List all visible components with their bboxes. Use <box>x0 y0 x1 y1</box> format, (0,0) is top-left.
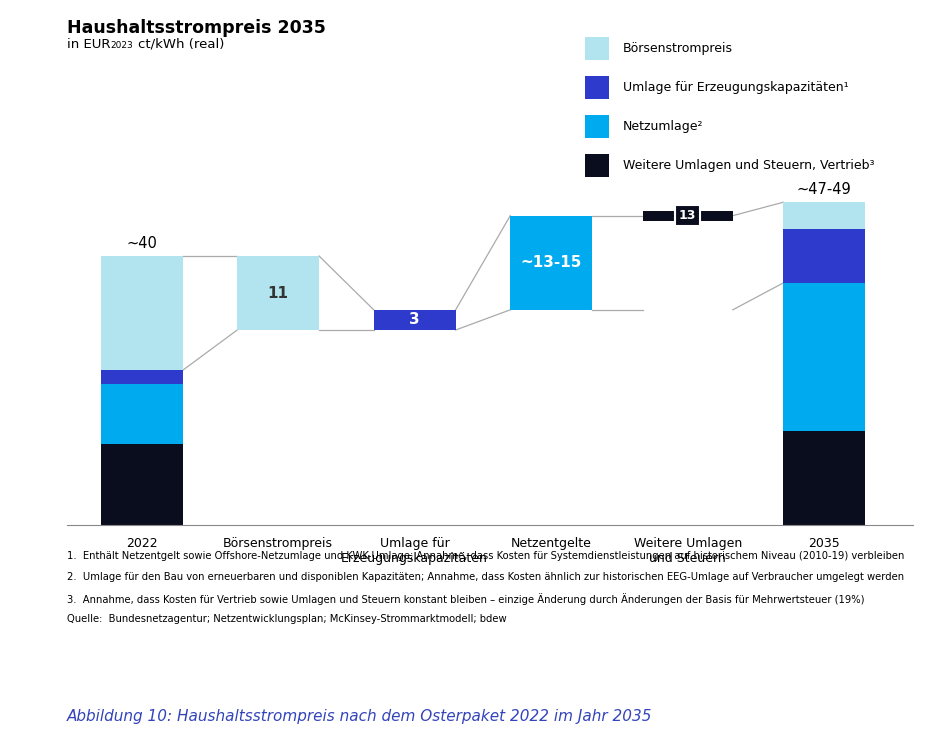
Bar <box>784 430 865 525</box>
Bar <box>101 256 183 370</box>
Text: Weitere Umlagen und Steuern, Vertrieb³: Weitere Umlagen und Steuern, Vertrieb³ <box>623 159 874 172</box>
Text: 2.  Umlage für den Bau von erneuerbaren und disponiblen Kapazitäten; Annahme, da: 2. Umlage für den Bau von erneuerbaren u… <box>67 572 903 582</box>
Text: ct/kWh (real): ct/kWh (real) <box>138 38 224 50</box>
Text: 3.  Annahme, dass Kosten für Vertrieb sowie Umlagen und Steuern konstant bleiben: 3. Annahme, dass Kosten für Vertrieb sow… <box>67 593 864 605</box>
Bar <box>643 211 733 220</box>
Text: Quelle:  Bundesnetzagentur; Netzentwicklungsplan; McKinsey-Strommarktmodell; bde: Quelle: Bundesnetzagentur; Netzentwicklu… <box>67 614 506 624</box>
Text: 1.  Enthält Netzentgelt sowie Offshore-Netzumlage und KWK-Umlage; Annahme, dass : 1. Enthält Netzentgelt sowie Offshore-Ne… <box>67 551 904 561</box>
Bar <box>784 230 865 283</box>
Text: Abbildung 10: Haushaltsstrompreis nach dem Osterpaket 2022 im Jahr 2035: Abbildung 10: Haushaltsstrompreis nach d… <box>67 709 652 724</box>
Text: Netzumlage²: Netzumlage² <box>623 120 704 134</box>
Text: 11: 11 <box>267 286 289 301</box>
Text: 2023: 2023 <box>110 40 133 50</box>
Text: ~13-15: ~13-15 <box>520 255 582 270</box>
Bar <box>374 310 456 330</box>
Text: 13: 13 <box>679 209 696 222</box>
Text: 3: 3 <box>409 313 420 328</box>
Text: Umlage für Erzeugungskapazitäten¹: Umlage für Erzeugungskapazitäten¹ <box>623 81 848 94</box>
Text: Börsenstrompreis: Börsenstrompreis <box>623 42 733 56</box>
Bar <box>784 283 865 430</box>
Bar <box>101 370 183 384</box>
Text: ~47-49: ~47-49 <box>797 182 851 196</box>
Text: in EUR: in EUR <box>67 38 110 50</box>
Bar <box>101 384 183 444</box>
Bar <box>784 202 865 229</box>
Text: ~40: ~40 <box>126 236 157 250</box>
Bar <box>511 216 592 310</box>
Bar <box>101 444 183 525</box>
Bar <box>237 256 320 330</box>
Text: Haushaltsstrompreis 2035: Haushaltsstrompreis 2035 <box>67 19 325 37</box>
